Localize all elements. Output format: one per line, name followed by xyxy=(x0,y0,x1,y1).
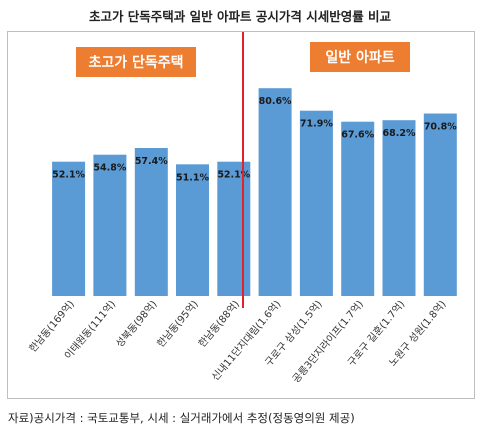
left-group-badge-label: 초고가 단독주택 xyxy=(88,54,183,71)
chart-frame: 52.1% 한남동(169억) 54.8% 이태원동(111억) 57.4% 성북동(98… xyxy=(7,31,475,399)
bar-6 xyxy=(258,88,292,296)
category-tick-label-6: 신내11단지대림(1.6억) xyxy=(209,298,283,383)
bar-value-label-5: 52.1% xyxy=(217,170,250,181)
chart-title: 초고가 단독주택과 일반 아파트 공시가격 시세반영률 비교 xyxy=(88,9,392,24)
bar-5 xyxy=(217,161,251,296)
bar-value-label-1: 52.1% xyxy=(52,170,85,181)
bar-10 xyxy=(423,113,457,296)
bar-3 xyxy=(134,148,168,296)
right-group-badge-label: 일반 아파트 xyxy=(325,49,394,66)
right-group-badge-box xyxy=(310,42,410,72)
left-group-badge: 초고가 단독주택 xyxy=(76,47,196,77)
category-tick-label-4: 한남동(95억) xyxy=(155,298,201,350)
bar-9 xyxy=(382,120,416,296)
bar-8 xyxy=(341,121,375,296)
bar-4 xyxy=(176,164,209,296)
bar-value-label-8: 67.6% xyxy=(341,130,374,141)
bar-chart: 52.1%한남동(169억)54.8%이태원동(111억)57.4%성북동(98… xyxy=(27,32,457,385)
bar-value-label-9: 68.2% xyxy=(383,128,416,139)
bar-value-label-2: 54.8% xyxy=(93,163,126,174)
source-note: 자료)공시가격 : 국토교통부, 시세 : 실거래가에서 추정(정동영의원 제공… xyxy=(8,411,355,425)
bar-value-label-3: 57.4% xyxy=(135,156,168,167)
bar-1 xyxy=(52,161,86,296)
bar-value-label-6: 80.6% xyxy=(259,96,292,107)
bar-value-label-10: 70.8% xyxy=(424,122,457,133)
left-group-badge-box xyxy=(76,47,196,77)
bar-value-label-4: 51.1% xyxy=(176,172,209,183)
category-tick-label-3: 성북동(98억) xyxy=(114,298,160,350)
right-group-badge: 일반 아파트 xyxy=(310,42,410,72)
bar-7 xyxy=(299,110,333,296)
bar-2 xyxy=(93,154,127,296)
category-tick-label-5: 한남동(88억) xyxy=(196,298,242,350)
bar-value-label-7: 71.9% xyxy=(300,119,333,130)
category-tick-label-8: 공릉3단지라이프(1.7억) xyxy=(290,298,366,385)
